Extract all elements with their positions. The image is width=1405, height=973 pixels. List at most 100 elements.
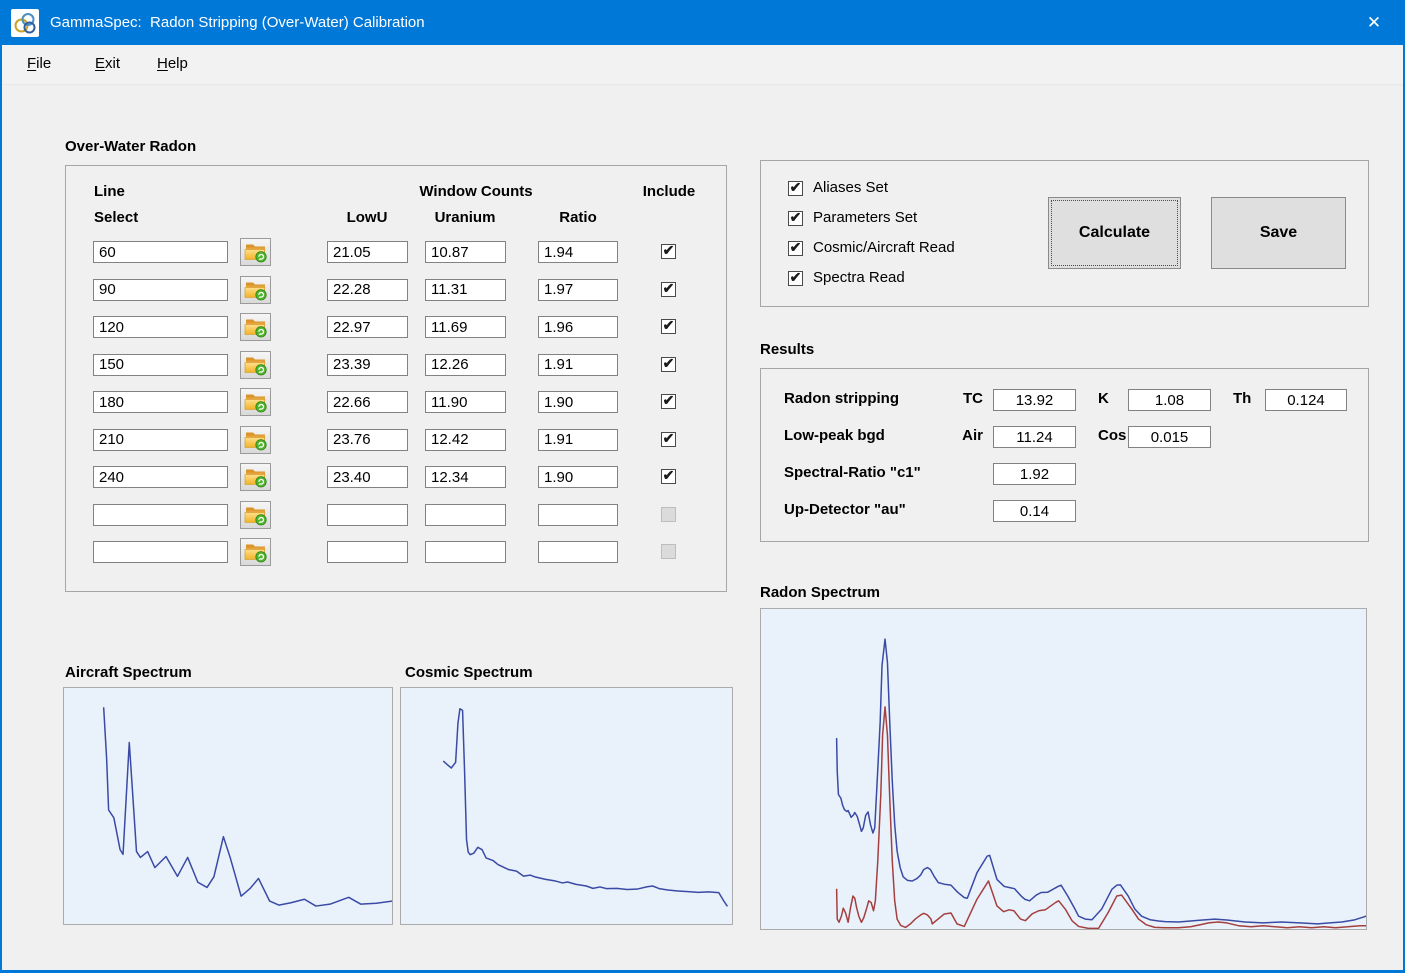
ratio-input[interactable]: 1.94 [538,241,618,263]
result-value-input[interactable]: 0.015 [1128,426,1211,448]
line-select-input[interactable] [93,503,228,526]
check-icon: ✔ [662,429,675,446]
line-select-input[interactable]: 180 [93,391,228,413]
results-groupbox: Radon stripping TC 13.92 K 1.08 Th 0.124 Low-pe… [760,368,1369,542]
uranium-input[interactable]: 10.87 [425,241,506,263]
line-select-input[interactable]: 120 [93,316,228,338]
result-value-input[interactable]: 1.08 [1128,389,1211,411]
load-line-button[interactable] [240,238,271,266]
title-bar: GammaSpec: Radon Stripping (Over-Water) … [2,0,1403,45]
ratio-input[interactable]: 1.91 [538,353,618,376]
menu-item-exit[interactable]: Exit [95,55,121,72]
lowu-input[interactable] [327,541,408,563]
status-groupbox: Calculate Save ✔ Aliases Set ✔ Parameters S… [760,160,1369,307]
ratio-input[interactable] [538,541,618,563]
result-value-input[interactable]: 13.92 [993,389,1076,411]
status-label: Parameters Set [813,209,918,226]
load-line-button[interactable] [240,275,271,304]
col-header-lowu: LowU [346,209,388,226]
status-checkbox-spectra-read[interactable]: ✔ [788,270,803,286]
col-header-ratio: Ratio [559,209,597,226]
line-select-input[interactable]: 150 [93,353,228,376]
window-title: GammaSpec: Radon Stripping (Over-Water) … [50,14,425,31]
include-checkbox[interactable]: ✔ [661,281,676,297]
load-line-button[interactable] [240,500,271,529]
line-select-input[interactable]: 210 [93,428,228,451]
menu-item-help[interactable]: Help [157,55,188,72]
uranium-input[interactable]: 12.42 [425,428,506,451]
check-icon: ✔ [662,467,675,483]
result-value-input[interactable]: 11.24 [993,426,1076,448]
lowu-input[interactable]: 22.28 [327,278,408,301]
result-field-label: TC [963,390,983,407]
load-line-button[interactable] [240,350,271,379]
load-line-button[interactable] [240,538,271,566]
include-checkbox[interactable]: ✔ [661,429,676,447]
uranium-input[interactable]: 11.90 [425,391,506,413]
check-icon: ✔ [789,209,802,225]
lowu-input[interactable]: 22.66 [327,391,408,413]
uranium-input[interactable] [425,541,506,563]
uranium-input[interactable]: 11.31 [425,278,506,301]
lowu-input[interactable] [327,503,408,526]
include-checkbox[interactable]: ✔ [661,356,676,372]
line-select-input[interactable]: 90 [93,278,228,301]
ratio-input[interactable] [538,503,618,526]
ratio-input[interactable]: 1.96 [538,316,618,338]
include-checkbox [661,544,676,559]
ratio-input[interactable]: 1.90 [538,466,618,488]
lowu-input[interactable]: 21.05 [327,241,408,263]
status-checkbox-cosmic-aircraft-read[interactable]: ✔ [788,239,803,256]
uranium-input[interactable]: 12.34 [425,466,506,488]
result-value-input[interactable]: 0.124 [1265,389,1347,411]
include-checkbox[interactable]: ✔ [661,242,676,259]
result-value-input[interactable]: 1.92 [993,463,1076,485]
check-icon: ✔ [789,239,802,255]
aircraft-spectrum-line [104,708,392,906]
result-row-label: Spectral-Ratio "c1" [784,464,921,481]
load-line-button[interactable] [240,313,271,341]
menu-item-file[interactable]: File [27,55,52,72]
include-checkbox[interactable]: ✔ [661,393,676,409]
check-icon: ✔ [662,242,675,258]
result-value-input[interactable]: 0.14 [993,500,1076,522]
check-icon: ✔ [662,317,675,333]
status-checkbox-parameters-set[interactable]: ✔ [788,209,803,226]
ratio-input[interactable]: 1.97 [538,278,618,301]
results-section-title: Results [760,341,815,358]
include-checkbox[interactable]: ✔ [661,467,676,484]
check-icon: ✔ [789,179,802,195]
uranium-input[interactable]: 11.69 [425,316,506,338]
include-checkbox[interactable]: ✔ [661,317,676,334]
radon-chart-title: Radon Spectrum [760,584,881,601]
calculate-button[interactable]: Calculate [1048,197,1181,269]
folder-refresh-icon [244,316,268,338]
close-button[interactable]: ✕ [1345,0,1403,45]
lowu-input[interactable]: 23.76 [327,428,408,451]
result-field-label: K [1098,390,1109,407]
folder-refresh-icon [244,541,268,563]
line-select-input[interactable] [93,541,228,563]
uranium-input[interactable]: 12.26 [425,353,506,376]
load-line-button[interactable] [240,425,271,454]
folder-refresh-icon [244,279,268,301]
result-field-label: Cos [1098,427,1127,444]
col-header-include: Include [642,183,696,200]
radon-total-spectrum-line [837,639,1366,924]
status-checkbox-aliases-set[interactable]: ✔ [788,179,803,196]
load-line-button[interactable] [240,388,271,416]
save-button[interactable]: Save [1211,197,1346,269]
load-line-button[interactable] [240,463,271,491]
overwater-groupbox: Line Select Window Counts LowU Uranium R… [65,165,727,592]
line-select-input[interactable]: 240 [93,466,228,488]
lowu-input[interactable]: 22.97 [327,316,408,338]
uranium-input[interactable] [425,503,506,526]
result-field-label: Air [962,427,983,444]
lowu-input[interactable]: 23.39 [327,353,408,376]
line-select-input[interactable]: 60 [93,241,228,263]
ratio-input[interactable]: 1.91 [538,428,618,451]
result-row-label: Up-Detector "au" [784,501,906,518]
lowu-input[interactable]: 23.40 [327,466,408,488]
folder-refresh-icon [244,504,268,526]
ratio-input[interactable]: 1.90 [538,391,618,413]
